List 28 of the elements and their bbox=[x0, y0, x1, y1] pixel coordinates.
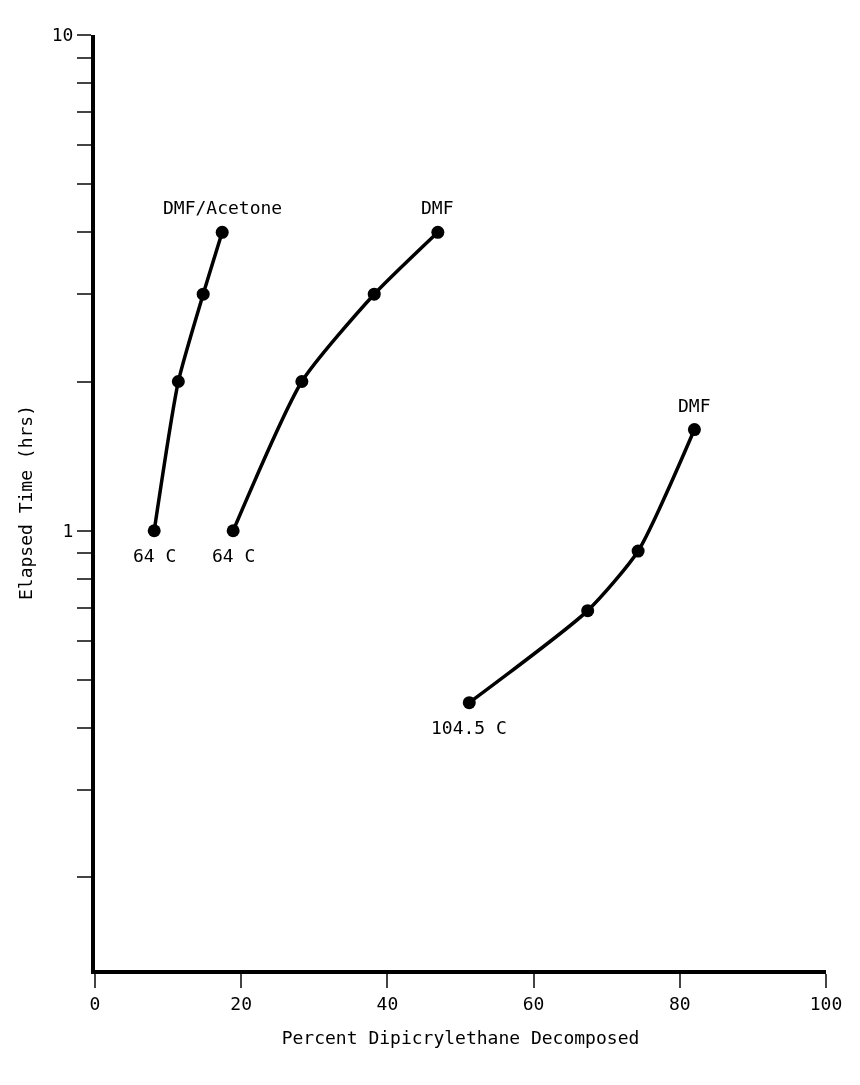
annotation: DMF bbox=[678, 395, 711, 416]
x-tick-label: 100 bbox=[809, 992, 843, 1014]
point bbox=[215, 225, 229, 239]
x-axis-title: Percent Dipicrylethane Decomposed bbox=[281, 1027, 640, 1049]
x-tick-label: 20 bbox=[230, 992, 253, 1014]
annotation: DMF/Acetone bbox=[163, 197, 283, 218]
point bbox=[295, 375, 309, 388]
point bbox=[462, 696, 476, 710]
point bbox=[631, 544, 645, 558]
annotation: DMF bbox=[421, 197, 454, 218]
x-tick-label: 40 bbox=[376, 992, 399, 1014]
y-tick-label: 1 bbox=[62, 520, 74, 542]
point bbox=[431, 225, 445, 239]
point bbox=[581, 604, 595, 618]
annotation: 64 C bbox=[133, 545, 177, 566]
point bbox=[147, 524, 161, 538]
x-tick-label: 0 bbox=[89, 992, 101, 1014]
point bbox=[226, 524, 240, 538]
point bbox=[196, 287, 210, 301]
x-tick-label: 80 bbox=[668, 992, 691, 1014]
y-tick-label: 10 bbox=[51, 24, 74, 46]
y-axis-title: Elapsed Time (hrs) bbox=[15, 404, 37, 601]
point bbox=[171, 375, 185, 388]
point bbox=[367, 287, 381, 301]
annotation: 64 C bbox=[212, 545, 256, 566]
annotation: 104.5 C bbox=[431, 717, 507, 738]
x-tick-label: 60 bbox=[522, 992, 545, 1014]
point bbox=[687, 423, 701, 437]
